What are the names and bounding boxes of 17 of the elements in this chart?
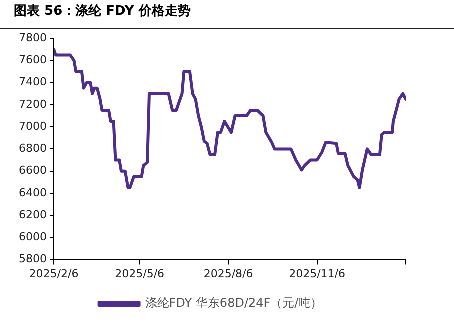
x-tick-label: 2025/2/6	[29, 267, 79, 280]
legend-label: 涤纶FDY 华东68D/24F（元/吨）	[145, 296, 323, 310]
y-tick-label: 6400	[18, 186, 47, 200]
y-tick-label: 7000	[18, 120, 47, 133]
x-tick-label: 2025/8/6	[204, 267, 254, 280]
y-tick-label: 7800	[18, 31, 47, 44]
x-tick-label: 2025/11/6	[289, 267, 346, 280]
y-tick-label: 6000	[18, 230, 47, 244]
y-tick-label: 6200	[18, 208, 47, 222]
y-tick-label: 5800	[18, 252, 47, 266]
x-tick-label: 2025/5/6	[115, 267, 165, 280]
y-tick-label: 7600	[18, 54, 47, 67]
y-tick-label: 7400	[18, 76, 47, 89]
chart-title: 图表 56：涤纶 FDY 价格走势	[0, 0, 454, 29]
y-tick-label: 7200	[18, 98, 47, 111]
y-tick-label: 6600	[18, 164, 47, 178]
y-tick-label: 6800	[18, 142, 47, 156]
